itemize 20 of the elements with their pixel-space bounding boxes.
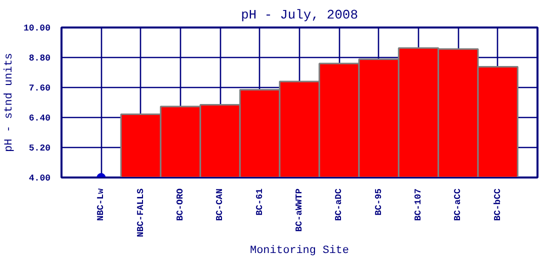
x-tick-label: NBC-Lw	[96, 188, 106, 221]
y-tick-label: 5.20	[28, 144, 51, 154]
x-tick-label: BC-95	[374, 188, 384, 216]
x-tick-label: BC-aWWTP	[294, 188, 304, 232]
y-tick-label: 10.00	[23, 24, 51, 34]
x-tick-label: BC-aDC	[334, 188, 344, 221]
x-tick-label: NBC-FALLS	[136, 188, 146, 238]
chart-title: pH - July, 2008	[240, 8, 358, 22]
y-tick-label: 6.40	[28, 114, 51, 124]
x-tick-label: BC-61	[254, 188, 265, 216]
x-tick-label: BC-bCC	[492, 188, 503, 221]
y-tick-label: 8.80	[28, 54, 51, 64]
x-axis-title: Monitoring Site	[250, 245, 350, 258]
y-tick-label: 4.00	[28, 174, 51, 184]
x-tick-label: BC-107	[414, 188, 424, 221]
x-tick-label: BC-CAN	[215, 188, 226, 221]
x-tick-label: BC-aCC	[453, 188, 464, 221]
y-tick-label: 7.60	[28, 84, 51, 94]
y-axis-title: pH - stnd units	[3, 52, 16, 152]
x-tick-label: BC-ORO	[176, 188, 186, 221]
